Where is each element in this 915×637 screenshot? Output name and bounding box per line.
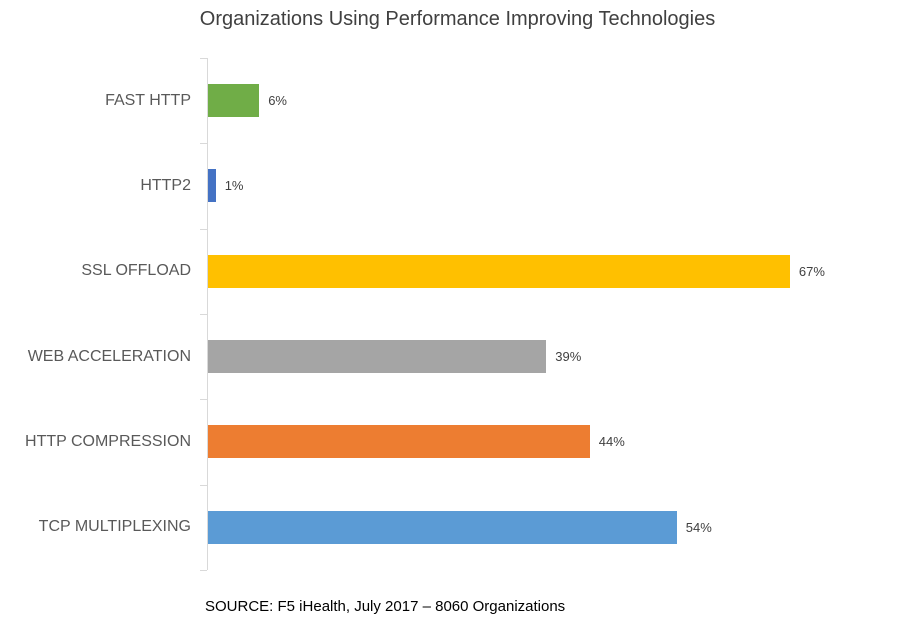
category-axis-line: [207, 58, 208, 570]
axis-tick: [200, 314, 207, 315]
data-label: 67%: [798, 263, 825, 279]
category-label: HTTP2: [140, 176, 191, 194]
bar-row: SSL OFFLOAD 67%: [0, 229, 915, 314]
chart-title: Organizations Using Performance Improvin…: [199, 8, 716, 30]
bar-track: 1%: [207, 169, 915, 203]
bar-row: HTTP2 1%: [0, 143, 915, 228]
bar-rows: FAST HTTP 6% HTTP2 1% SSL OFFLOAD 67% WEB ACCE…: [0, 58, 915, 570]
axis-tick: [200, 58, 207, 59]
data-label: 54%: [685, 519, 712, 535]
bar-tcp-multiplexing: [207, 510, 677, 544]
bar-fast-http: [207, 84, 260, 118]
category-label: WEB ACCELERATION: [27, 347, 191, 365]
bar-track: 54%: [207, 510, 915, 544]
data-label: 39%: [555, 349, 582, 365]
bar-track: 6%: [207, 84, 915, 118]
bar-track: 67%: [207, 254, 915, 288]
bar-track: 44%: [207, 425, 915, 459]
axis-tick: [200, 570, 207, 571]
axis-tick: [200, 143, 207, 145]
bar-http2: [207, 169, 216, 203]
category-label: TCP MULTIPLEXING: [38, 518, 191, 536]
axis-tick: [200, 484, 207, 486]
axis-tick: [200, 399, 207, 401]
bar-web-acceleration: [207, 340, 547, 374]
plot-area: FAST HTTP 6% HTTP2 1% SSL OFFLOAD 67% WEB ACCE…: [0, 58, 915, 571]
data-label: 6%: [268, 93, 287, 109]
bar-track: 39%: [207, 340, 915, 374]
bar-ssl-offload: [207, 254, 790, 288]
category-label: HTTP COMPRESSION: [25, 432, 191, 450]
bar-row: HTTP COMPRESSION 44%: [0, 399, 915, 484]
bar-row: WEB ACCELERATION 39%: [0, 314, 915, 399]
bar-http-compression: [207, 425, 590, 459]
source-note: SOURCE: F5 iHealth, July 2017 – 8060 Org…: [205, 598, 566, 615]
category-label: FAST HTTP: [105, 91, 191, 109]
data-label: 1%: [224, 178, 244, 194]
data-label: 44%: [598, 434, 625, 450]
axis-tick: [200, 228, 207, 230]
bar-row: FAST HTTP 6%: [0, 58, 915, 143]
category-label: SSL OFFLOAD: [81, 262, 191, 280]
bar-row: TCP MULTIPLEXING 54%: [0, 485, 915, 570]
